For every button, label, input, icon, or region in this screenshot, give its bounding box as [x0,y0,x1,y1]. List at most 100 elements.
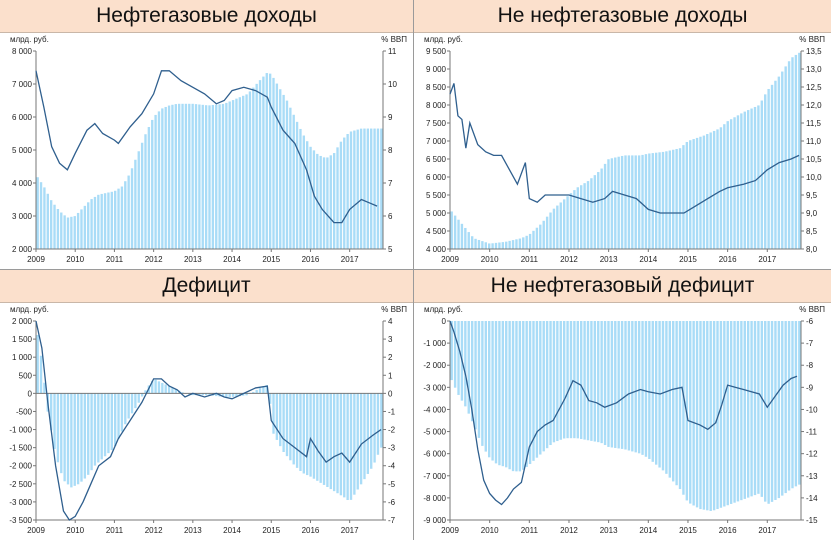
chart-title: Не нефтегазовый дефицит [414,270,831,303]
bar [306,141,309,249]
bar [332,153,336,249]
bar [580,321,583,439]
bar [370,128,373,249]
bar [130,393,134,414]
y-tick-label-left: -1 000 [9,426,32,435]
panel-non-oil-gas-revenue: Не нефтегазовые доходы млрд. руб. % ВВП 4 … [414,0,831,269]
bar [279,89,282,249]
x-tick-label: 2014 [639,255,657,264]
bar [147,127,151,249]
x-tick-label: 2012 [560,526,578,535]
bar [373,393,376,463]
bar [689,321,692,504]
bar [137,151,140,249]
bar [53,204,56,249]
bar [255,83,258,249]
bar [343,137,346,249]
bar [518,321,522,472]
bar [370,393,373,469]
x-tick-label: 2012 [145,526,163,535]
bar [322,157,326,249]
y-tick-label-right: -6 [806,317,814,326]
bar [661,321,665,471]
bar [750,108,753,249]
bar [798,52,801,249]
bar [380,128,383,249]
y-tick-label-left: -2 000 [9,462,32,471]
x-tick-label: 2015 [679,526,697,535]
y-tick-label-right: -13 [806,472,818,481]
bar [729,321,733,504]
bar [110,393,113,451]
y-tick-label-left: -1 000 [423,339,446,348]
bar [255,390,258,394]
bar [322,393,326,485]
bar [258,80,262,249]
bar [349,393,353,500]
bar [569,193,573,249]
y-tick-label-left: 5 000 [426,209,447,218]
y-tick-label-right: 7 [388,179,393,188]
bar [309,393,312,477]
bar [124,393,127,425]
bar [515,321,518,472]
bar [366,393,370,474]
bar [566,321,569,439]
x-tick-label: 2009 [27,526,45,535]
y-tick-label-right: 9,0 [806,209,818,218]
bar [215,104,218,249]
bar [252,391,255,394]
bar [770,321,774,502]
bar [117,188,120,249]
bar [491,243,494,249]
bar [36,177,39,249]
bar [90,199,93,249]
bar [781,71,784,249]
y-tick-label-right: 0 [388,389,393,398]
bar [272,393,275,434]
bar [194,104,198,249]
bar [753,106,757,249]
bar [262,386,265,394]
bar [326,157,329,249]
bar [39,355,43,394]
x-tick-label: 2011 [521,255,539,264]
bar [644,321,648,457]
y-tick-label-left: 2 000 [12,245,33,254]
bar [144,134,147,249]
bar [100,193,103,249]
y-tick-label-left: -3 000 [9,498,32,507]
bar [525,235,528,249]
bar [614,321,617,448]
x-tick-label: 2014 [223,255,241,264]
bar [528,321,532,465]
y-tick-label-left: 4 000 [426,245,447,254]
bar [292,114,295,249]
chart-svg: млрд. руб. % ВВП 4 000 4 500 5 000 5 500 6 000… [424,35,825,264]
bar [603,321,607,446]
bar [49,393,53,431]
bar [477,239,481,249]
bar [528,233,532,249]
y-tick-label-right: 12,5 [806,83,822,92]
bar [453,321,457,388]
bar [339,393,343,496]
bar [607,159,610,249]
bar [481,241,484,249]
bar [201,393,204,396]
bar [87,393,90,475]
bar [723,321,726,507]
y-tick-label-left: 6 500 [426,155,447,164]
x-tick-label: 2016 [302,526,320,535]
plot-area: млрд. руб. % ВВП -3 500 -3 000 -2 500 -2 000 -… [0,303,413,540]
bar [302,135,306,249]
bar [556,321,559,442]
bar [631,155,634,249]
bar [702,321,706,510]
y-tick-label-left: 5 500 [426,191,447,200]
bar [491,321,494,461]
bar [508,240,511,249]
bar [597,321,600,443]
y-tick-label-right: 9 [388,113,393,122]
